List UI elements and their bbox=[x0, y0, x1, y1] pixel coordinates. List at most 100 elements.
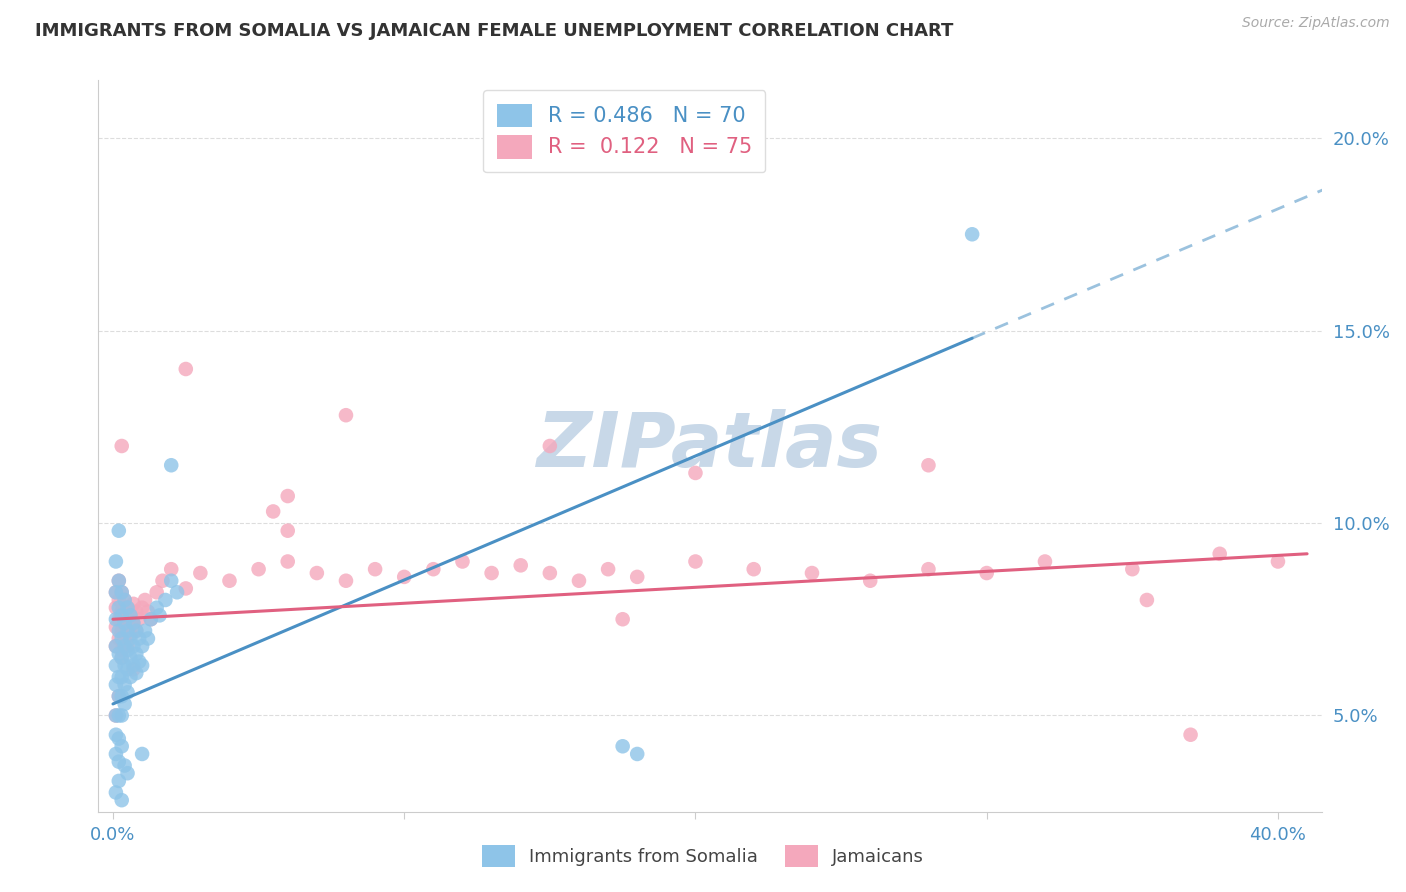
Point bbox=[166, 585, 188, 599]
Point bbox=[104, 554, 127, 568]
Point bbox=[111, 643, 134, 657]
Point bbox=[976, 566, 998, 580]
Point bbox=[111, 793, 134, 807]
Point bbox=[108, 612, 131, 626]
Point bbox=[114, 639, 136, 653]
Point bbox=[108, 708, 131, 723]
Point bbox=[149, 608, 172, 623]
Point bbox=[111, 585, 134, 599]
Point bbox=[134, 593, 156, 607]
Point bbox=[139, 612, 162, 626]
Point bbox=[117, 766, 139, 780]
Point bbox=[111, 670, 134, 684]
Point bbox=[305, 566, 328, 580]
Point bbox=[1267, 554, 1289, 568]
Point bbox=[1208, 547, 1232, 561]
Point bbox=[125, 624, 148, 638]
Point bbox=[422, 562, 444, 576]
Point bbox=[117, 600, 139, 615]
Point bbox=[111, 708, 134, 723]
Point bbox=[104, 620, 127, 634]
Point bbox=[104, 678, 127, 692]
Point bbox=[108, 574, 131, 588]
Point bbox=[568, 574, 591, 588]
Point bbox=[612, 612, 634, 626]
Point bbox=[917, 458, 939, 473]
Point bbox=[104, 639, 127, 653]
Point bbox=[114, 612, 136, 626]
Point bbox=[122, 662, 145, 676]
Point bbox=[128, 632, 150, 646]
Point bbox=[125, 666, 148, 681]
Point bbox=[451, 554, 474, 568]
Point bbox=[152, 574, 174, 588]
Point bbox=[108, 755, 131, 769]
Point bbox=[364, 562, 387, 576]
Point bbox=[160, 458, 183, 473]
Point bbox=[174, 362, 197, 376]
Point bbox=[685, 554, 707, 568]
Point bbox=[685, 466, 707, 480]
Point bbox=[114, 593, 136, 607]
Point bbox=[960, 227, 983, 242]
Point bbox=[104, 612, 127, 626]
Point bbox=[114, 616, 136, 631]
Point bbox=[114, 758, 136, 772]
Point bbox=[120, 608, 142, 623]
Point bbox=[335, 574, 357, 588]
Point bbox=[160, 562, 183, 576]
Point bbox=[122, 639, 145, 653]
Point bbox=[801, 566, 824, 580]
Point bbox=[111, 608, 134, 623]
Point bbox=[104, 785, 127, 799]
Point bbox=[108, 624, 131, 638]
Point bbox=[111, 632, 134, 646]
Point bbox=[509, 558, 531, 573]
Legend: R = 0.486   N = 70, R =  0.122   N = 75: R = 0.486 N = 70, R = 0.122 N = 75 bbox=[484, 90, 765, 172]
Point bbox=[145, 585, 167, 599]
Point bbox=[104, 708, 127, 723]
Point bbox=[131, 747, 153, 761]
Point bbox=[247, 562, 270, 576]
Point bbox=[108, 773, 131, 788]
Point bbox=[481, 566, 503, 580]
Text: IMMIGRANTS FROM SOMALIA VS JAMAICAN FEMALE UNEMPLOYMENT CORRELATION CHART: IMMIGRANTS FROM SOMALIA VS JAMAICAN FEMA… bbox=[35, 22, 953, 40]
Point bbox=[108, 600, 131, 615]
Point bbox=[262, 504, 284, 518]
Point bbox=[1121, 562, 1143, 576]
Point bbox=[131, 639, 153, 653]
Point bbox=[114, 658, 136, 673]
Point bbox=[1033, 554, 1056, 568]
Point bbox=[111, 585, 134, 599]
Point bbox=[174, 582, 197, 596]
Point bbox=[538, 439, 561, 453]
Point bbox=[117, 662, 139, 676]
Point bbox=[108, 731, 131, 746]
Point bbox=[111, 690, 134, 704]
Point bbox=[131, 658, 153, 673]
Point bbox=[117, 685, 139, 699]
Point bbox=[120, 627, 142, 641]
Point bbox=[108, 647, 131, 661]
Point bbox=[155, 593, 177, 607]
Point bbox=[120, 608, 142, 623]
Point bbox=[104, 600, 127, 615]
Point bbox=[122, 616, 145, 631]
Point bbox=[117, 624, 139, 638]
Point bbox=[859, 574, 882, 588]
Point bbox=[117, 643, 139, 657]
Point bbox=[598, 562, 620, 576]
Point bbox=[114, 678, 136, 692]
Point bbox=[626, 570, 648, 584]
Point bbox=[742, 562, 765, 576]
Text: Source: ZipAtlas.com: Source: ZipAtlas.com bbox=[1241, 16, 1389, 30]
Point bbox=[160, 574, 183, 588]
Point bbox=[117, 600, 139, 615]
Point bbox=[188, 566, 212, 580]
Point bbox=[120, 670, 142, 684]
Point bbox=[114, 593, 136, 607]
Point bbox=[120, 650, 142, 665]
Point bbox=[145, 600, 167, 615]
Point bbox=[134, 624, 156, 638]
Point bbox=[1136, 593, 1159, 607]
